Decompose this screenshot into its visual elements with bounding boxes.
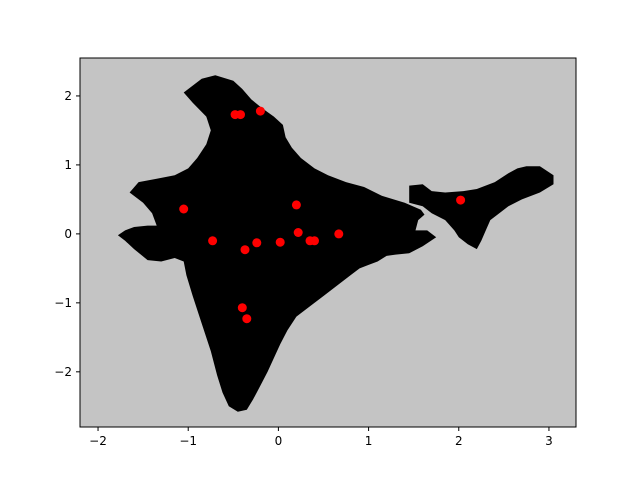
data-point [275,237,285,247]
x-tick-label: −1 [179,434,197,448]
data-point [255,106,265,116]
data-point [293,228,303,237]
x-axis-ticks: −2 −1 0 1 2 3 [89,427,553,448]
data-point [310,236,319,246]
data-point [179,204,189,214]
data-points [179,106,466,324]
y-tick-label: −1 [54,296,72,310]
y-tick-label: −2 [54,365,72,379]
data-point [252,238,262,248]
x-tick-label: −2 [89,434,107,448]
data-point [208,236,218,246]
data-point [334,229,344,239]
map-region-east [409,166,554,250]
x-tick-label: 1 [365,434,373,448]
data-point [236,110,245,120]
x-tick-label: 0 [275,434,283,448]
data-point [237,303,247,313]
plot-frame [79,57,577,428]
x-tick-label: 3 [545,434,553,448]
y-tick-label: 2 [64,89,72,103]
data-point [456,195,466,205]
y-tick-label: 0 [64,227,72,241]
data-point [242,314,252,324]
y-axis-ticks: −2 −1 0 1 2 [54,89,80,379]
data-point [291,200,301,210]
y-tick-label: 1 [64,158,72,172]
x-tick-label: 2 [455,434,463,448]
data-point [240,245,250,255]
